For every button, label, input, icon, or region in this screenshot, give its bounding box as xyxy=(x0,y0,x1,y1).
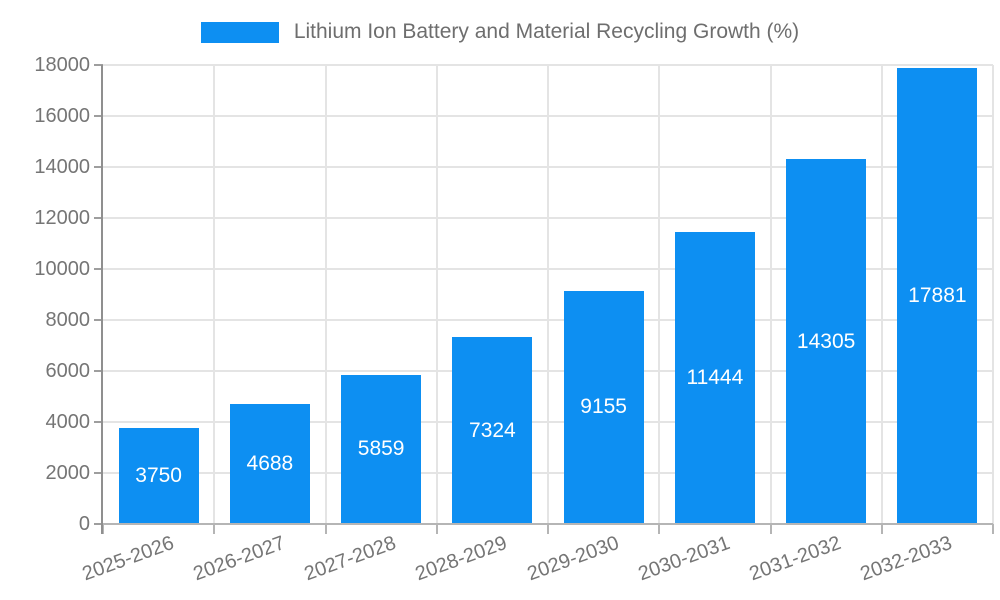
x-tick-mark xyxy=(547,524,549,534)
chart-legend[interactable]: Lithium Ion Battery and Material Recycli… xyxy=(0,17,1000,47)
bar[interactable] xyxy=(229,404,310,524)
bar[interactable] xyxy=(786,159,867,524)
y-tick-mark xyxy=(94,115,103,117)
y-tick-mark xyxy=(94,370,103,372)
x-gridline xyxy=(547,65,549,524)
x-tick-mark xyxy=(324,524,327,534)
y-axis-tick-label: 0 xyxy=(78,513,90,535)
x-tick-mark xyxy=(435,524,438,534)
legend-swatch xyxy=(200,21,279,43)
y-tick-mark xyxy=(94,166,103,168)
x-tick-mark xyxy=(102,524,104,534)
y-axis-tick-label: 12000 xyxy=(34,207,90,229)
x-axis-line xyxy=(103,523,993,525)
x-gridline xyxy=(769,65,772,524)
y-axis-tick-label: 2000 xyxy=(45,462,91,484)
y-tick-mark xyxy=(94,64,103,66)
y-axis-tick-label: 10000 xyxy=(34,258,90,280)
x-tick-mark xyxy=(992,524,994,534)
x-tick-mark xyxy=(658,524,661,534)
bar[interactable] xyxy=(341,374,422,524)
bar[interactable] xyxy=(563,290,644,524)
y-axis-line xyxy=(101,65,103,534)
y-tick-mark xyxy=(94,421,103,423)
y-axis-tick-label: 18000 xyxy=(34,54,90,76)
y-axis-tick-label: 16000 xyxy=(34,105,90,127)
y-tick-mark xyxy=(94,472,103,474)
y-tick-mark xyxy=(94,523,103,525)
x-gridline xyxy=(324,65,327,524)
x-gridline xyxy=(435,65,438,524)
x-gridline xyxy=(992,65,994,524)
x-gridline xyxy=(880,65,883,524)
y-axis-tick-label: 14000 xyxy=(34,156,90,178)
y-tick-mark xyxy=(94,268,103,270)
bar[interactable] xyxy=(452,337,533,524)
x-tick-mark xyxy=(769,524,772,534)
y-tick-mark xyxy=(94,319,103,321)
bar[interactable] xyxy=(674,232,755,524)
x-tick-mark xyxy=(213,524,216,534)
y-tick-mark xyxy=(94,217,103,219)
legend-label: Lithium Ion Battery and Material Recycli… xyxy=(293,20,800,43)
y-axis-tick-label: 4000 xyxy=(45,411,91,433)
bar[interactable] xyxy=(897,68,978,524)
y-axis-tick-label: 6000 xyxy=(45,360,91,382)
x-gridline xyxy=(658,65,661,524)
x-tick-mark xyxy=(880,524,883,534)
y-axis-tick-label: 8000 xyxy=(45,309,91,331)
x-gridline xyxy=(213,65,216,524)
bar[interactable] xyxy=(118,428,199,524)
